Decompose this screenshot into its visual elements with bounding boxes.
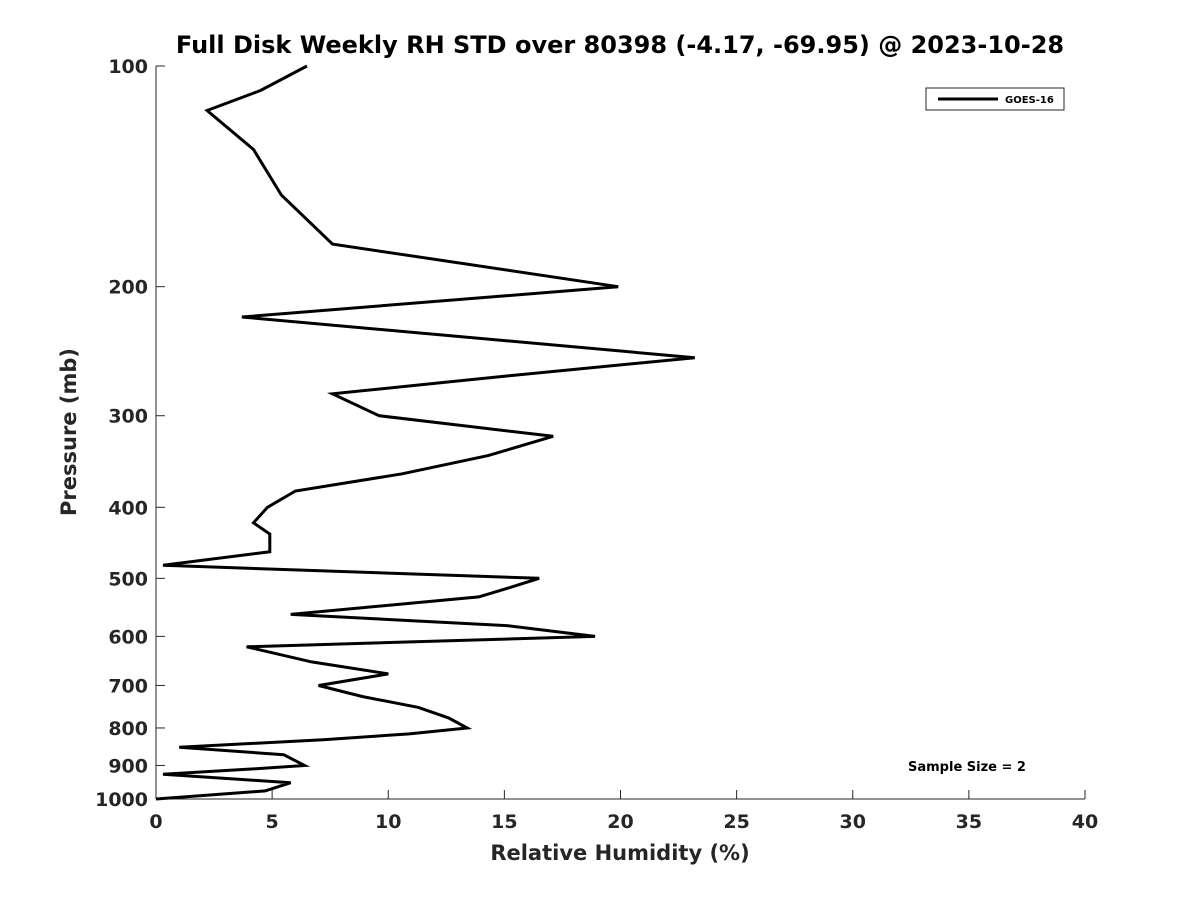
x-tick-label: 40 (1072, 811, 1098, 833)
x-axis-label: Relative Humidity (%) (490, 841, 749, 865)
y-tick-label: 300 (108, 406, 148, 428)
y-ticks: 100 200 300 400 500 600 700 800 900 1000 (95, 56, 165, 811)
sample-size-annotation: Sample Size = 2 (908, 760, 1026, 775)
x-tick-label: 20 (607, 811, 633, 833)
x-ticks: 0 5 10 15 20 25 30 35 40 (149, 790, 1098, 833)
y-tick-label: 500 (108, 568, 148, 590)
y-tick-label: 1000 (95, 789, 148, 811)
y-tick-label: 800 (108, 718, 148, 740)
legend: GOES-16 (925, 87, 1065, 111)
x-tick-label: 25 (723, 811, 749, 833)
x-tick-label: 10 (375, 811, 401, 833)
x-tick-label: 35 (956, 811, 982, 833)
x-tick-label: 0 (149, 811, 162, 833)
y-tick-label: 200 (108, 277, 148, 299)
y-tick-label: 900 (108, 755, 148, 777)
legend-label: GOES-16 (1005, 95, 1054, 106)
chart-title: Full Disk Weekly RH STD over 80398 (-4.1… (176, 31, 1064, 59)
y-tick-label: 100 (108, 56, 148, 78)
plot-area: 0 5 10 15 20 25 30 35 40 100 200 300 400 500 600 700 80… (95, 56, 1098, 833)
series-line-goes-16 (155, 64, 695, 801)
y-axis-label: Pressure (mb) (57, 348, 81, 516)
y-tick-label: 600 (108, 626, 148, 648)
x-tick-label: 15 (491, 811, 517, 833)
x-tick-label: 5 (266, 811, 279, 833)
x-tick-label: 30 (840, 811, 866, 833)
y-tick-label: 700 (108, 675, 148, 697)
y-tick-label: 400 (108, 497, 148, 519)
